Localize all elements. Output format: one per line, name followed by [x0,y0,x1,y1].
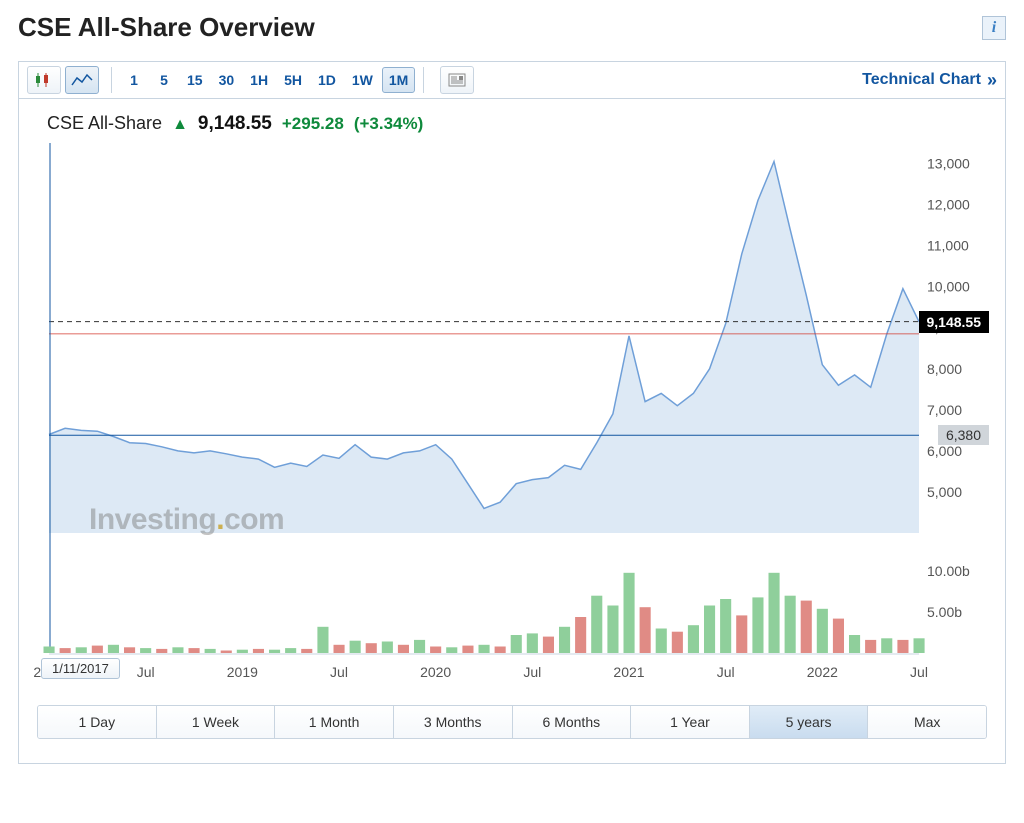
candlestick-chart-button[interactable] [27,66,61,94]
svg-text:12,000: 12,000 [927,197,970,213]
interval-30[interactable]: 30 [212,67,242,93]
technical-chart-label: Technical Chart [862,71,981,89]
svg-text:2021: 2021 [613,664,644,680]
interval-5H[interactable]: 5H [277,67,309,93]
svg-text:10.00b: 10.00b [927,563,970,579]
quote-change: +295.28 [282,114,344,134]
news-button[interactable] [440,66,474,94]
svg-text:13,000: 13,000 [927,156,970,172]
interval-15[interactable]: 15 [180,67,210,93]
quote-pct: (+3.34%) [354,114,423,134]
quote-name: CSE All-Share [47,113,162,134]
technical-chart-link[interactable]: Technical Chart » [862,70,997,91]
news-icon [448,73,466,87]
range-6-months[interactable]: 6 Months [513,706,632,738]
current-price-flag: 9,148.55 [919,311,990,333]
svg-text:5.00b: 5.00b [927,604,962,620]
svg-text:2022: 2022 [807,664,838,680]
range-1-year[interactable]: 1 Year [631,706,750,738]
svg-text:6,000: 6,000 [927,443,962,459]
chevron-right-icon: » [987,70,997,91]
svg-text:Jul: Jul [330,664,348,680]
interval-1M[interactable]: 1M [382,67,415,93]
range-5-years[interactable]: 5 years [750,706,869,738]
svg-text:8,000: 8,000 [927,361,962,377]
range-3-months[interactable]: 3 Months [394,706,513,738]
page-title: CSE All-Share Overview [18,12,315,43]
svg-text:Jul: Jul [910,664,928,680]
svg-text:Jul: Jul [717,664,735,680]
chart-area[interactable]: 5,0006,0007,0008,0009,00010,00011,00012,… [29,143,989,695]
range-selector: 1 Day1 Week1 Month3 Months6 Months1 Year… [37,705,987,739]
chart-panel: 1515301H5H1D1W1M Technical Chart » C [18,61,1006,764]
arrow-up-icon: ▲ [172,116,188,134]
interval-1[interactable]: 1 [120,67,148,93]
reference-price-flag: 6,380 [938,425,989,445]
date-tooltip: 1/11/2017 [41,658,120,679]
range-max[interactable]: Max [868,706,986,738]
quote-price: 9,148.55 [198,113,272,135]
chart-svg: 5,0006,0007,0008,0009,00010,00011,00012,… [29,143,989,695]
svg-text:7,000: 7,000 [927,402,962,418]
svg-text:2019: 2019 [227,664,258,680]
interval-1D[interactable]: 1D [311,67,343,93]
svg-text:2020: 2020 [420,664,451,680]
interval-1W[interactable]: 1W [345,67,380,93]
interval-5[interactable]: 5 [150,67,178,93]
info-icon[interactable]: i [982,16,1006,40]
range-1-month[interactable]: 1 Month [275,706,394,738]
svg-text:5,000: 5,000 [927,484,962,500]
quote-row: CSE All-Share ▲ 9,148.55 +295.28 (+3.34%… [29,113,995,135]
range-1-day[interactable]: 1 Day [38,706,157,738]
line-chart-icon [71,73,93,87]
candlestick-icon [34,72,54,88]
range-1-week[interactable]: 1 Week [157,706,276,738]
interval-1H[interactable]: 1H [243,67,275,93]
svg-text:Jul: Jul [523,664,541,680]
toolbar-separator-2 [423,67,424,93]
svg-text:Jul: Jul [137,664,155,680]
line-chart-button[interactable] [65,66,99,94]
toolbar-separator [111,67,112,93]
interval-group: 1515301H5H1D1W1M [120,67,415,93]
svg-text:11,000: 11,000 [927,238,969,254]
svg-text:10,000: 10,000 [927,279,970,295]
chart-toolbar: 1515301H5H1D1W1M Technical Chart » [19,62,1005,99]
watermark: Investing.com [89,503,284,537]
